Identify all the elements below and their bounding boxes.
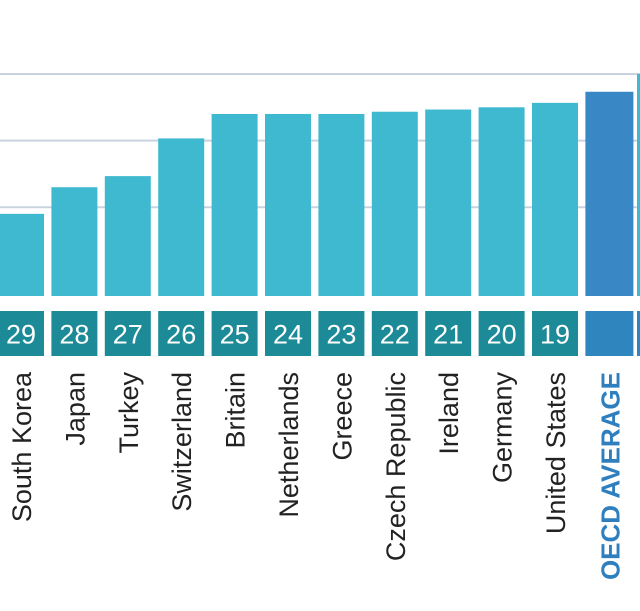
rank-label-5: 24: [273, 320, 303, 350]
rank-box-3: [158, 311, 205, 356]
bar-6: [318, 113, 365, 297]
bar-5: [265, 113, 311, 297]
category-label-9: Germany: [488, 372, 518, 484]
rank-label-2: 27: [113, 320, 143, 350]
bar-10: [532, 102, 578, 296]
oecd-average-label: OECD AVERAGE: [595, 372, 625, 580]
rank-box-7: [371, 311, 418, 356]
category-label-7: Czech Republic: [381, 372, 411, 561]
category-label-0: South Korea: [7, 371, 37, 522]
rank-box-partial-edge: [637, 311, 640, 356]
rank-label-4: 25: [220, 320, 250, 350]
bar-partial-edge: [637, 74, 640, 296]
rank-label-6: 23: [326, 320, 356, 350]
bar-9: [478, 107, 525, 296]
rank-box-10: [532, 311, 578, 356]
rank-label-0: 29: [6, 320, 36, 350]
bar-4: [211, 113, 258, 297]
rank-box-6: [318, 311, 365, 356]
rank-label-1: 28: [59, 320, 89, 350]
rank-label-3: 26: [166, 320, 196, 350]
bar-7: [371, 111, 418, 297]
rank-box-8: [425, 311, 472, 356]
rank-box-11: [585, 311, 634, 356]
category-label-5: Netherlands: [274, 372, 304, 518]
rank-box-4: [211, 311, 258, 356]
category-label-2: Turkey: [114, 372, 144, 454]
rank-box-0: [0, 311, 44, 356]
category-label-8: Ireland: [434, 372, 464, 455]
bar-2: [104, 176, 151, 296]
category-label-3: Switzerland: [167, 372, 197, 512]
rank-boxes: 29 28 27 26 25 24 23 22 21 20 19: [0, 311, 640, 356]
bar-0: [0, 213, 44, 296]
rank-label-9: 20: [487, 320, 517, 350]
category-label-10: United States: [541, 372, 571, 534]
bar-11: [585, 91, 634, 296]
bar-3: [158, 138, 205, 296]
rank-box-2: [104, 311, 151, 356]
category-label-6: Greece: [327, 372, 357, 461]
category-labels: South Korea Japan Turkey Switzerland Britain…: [7, 371, 625, 580]
bar-8: [425, 109, 472, 297]
category-label-1: Japan: [60, 372, 90, 446]
rank-label-7: 22: [380, 320, 410, 350]
rank-box-1: [51, 311, 98, 356]
rank-label-10: 19: [540, 320, 570, 350]
rank-box-9: [478, 311, 525, 356]
rank-box-5: [265, 311, 311, 356]
rank-label-8: 21: [433, 320, 463, 350]
bars: [0, 74, 640, 297]
category-label-4: Britain: [221, 372, 251, 449]
bar-1: [51, 187, 98, 296]
